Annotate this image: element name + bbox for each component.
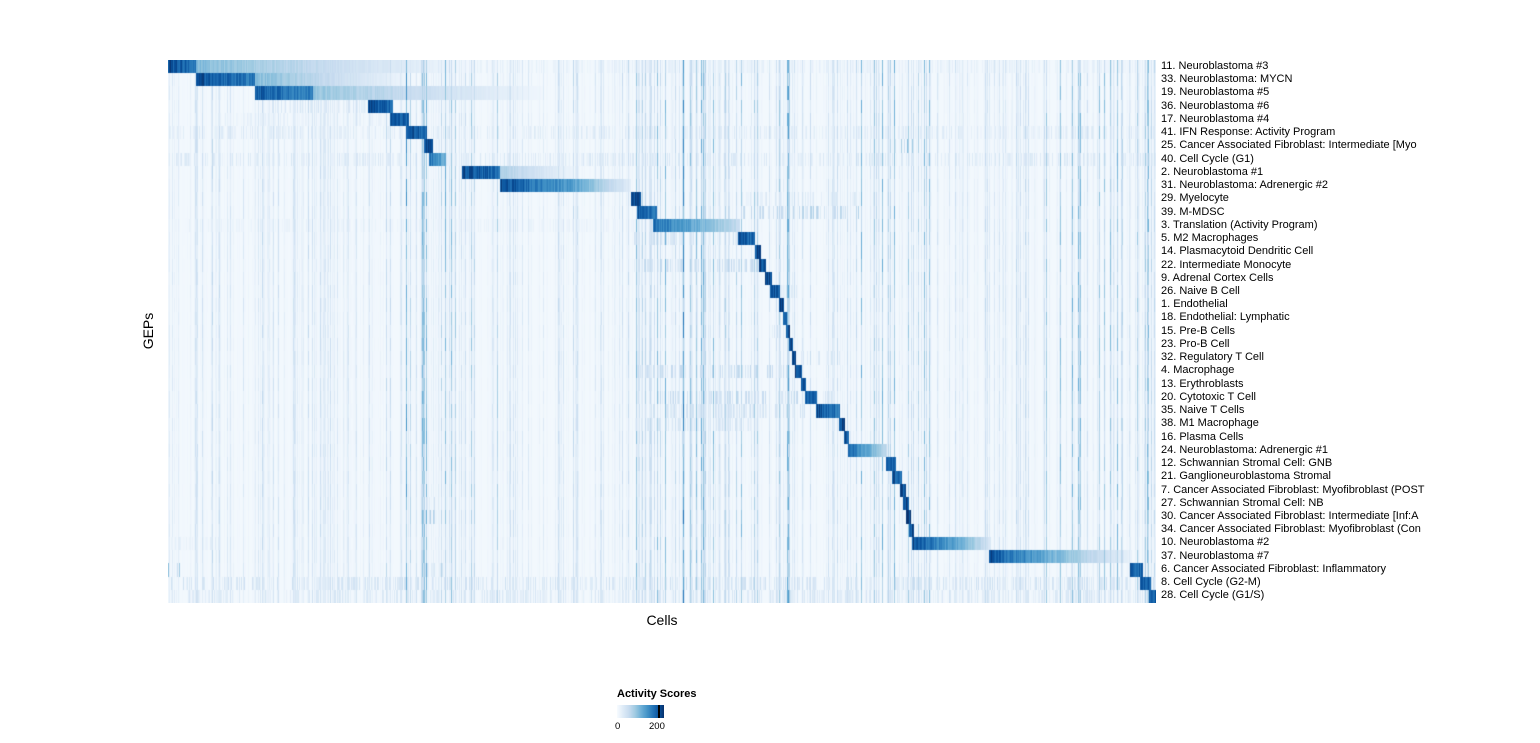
gep-row-label: 3. Translation (Activity Program) [1161,218,1318,231]
gep-row-label: 29. Myelocyte [1161,192,1229,205]
gep-row-label: 5. M2 Macrophages [1161,232,1259,245]
gep-row-label: 13. Erythroblasts [1161,377,1244,390]
gep-row-label: 37. Neuroblastoma #7 [1161,549,1270,562]
gep-row-label: 9. Adrenal Cortex Cells [1161,271,1274,284]
gep-row-label: 36. Neuroblastoma #6 [1161,99,1270,112]
gep-row-label: 24. Neuroblastoma: Adrenergic #1 [1161,443,1328,456]
gep-row-label: 8. Cell Cycle (G2-M) [1161,576,1261,589]
gep-row-label: 40. Cell Cycle (G1) [1161,152,1254,165]
gep-row-label: 12. Schwannian Stromal Cell: GNB [1161,457,1333,470]
gep-row-label: 38. M1 Macrophage [1161,417,1259,430]
legend-title: Activity Scores [617,688,697,700]
gep-row-label: 17. Neuroblastoma #4 [1161,112,1270,125]
heatmap-canvas [168,60,1156,603]
gep-row-label: 1. Endothelial [1161,298,1228,311]
gep-row-label: 35. Naive T Cells [1161,404,1245,417]
gep-row-label: 27. Schwannian Stromal Cell: NB [1161,496,1324,509]
gep-row-label: 34. Cancer Associated Fibroblast: Myofib… [1161,523,1421,536]
gep-row-label: 11. Neuroblastoma #3 [1161,60,1269,72]
y-axis-label: GEPs [140,312,156,350]
gep-row-label: 16. Plasma Cells [1161,430,1244,443]
gep-row-label: 6. Cancer Associated Fibroblast: Inflamm… [1161,562,1386,575]
gep-row-label: 28. Cell Cycle (G1/S) [1161,589,1265,602]
activity-scores-legend: Activity Scores 0 200 [615,688,757,733]
legend-gradient-bar [617,705,664,718]
legend-tick-label-0: 0 [615,721,621,732]
gep-row-label: 20. Cytotoxic T Cell [1161,390,1256,403]
gep-row-label: 19. Neuroblastoma #5 [1161,86,1270,99]
gep-row-label: 18. Endothelial: Lymphatic [1161,311,1290,324]
gep-row-label: 41. IFN Response: Activity Program [1161,126,1336,139]
gep-row-label: 22. Intermediate Monocyte [1161,258,1292,271]
gep-row-label: 26. Naive B Cell [1161,284,1240,297]
gep-row-label: 31. Neuroblastoma: Adrenergic #2 [1161,179,1328,192]
legend-tick-labels: 0 200 [615,721,677,733]
gep-row-label: 23. Pro-B Cell [1161,337,1230,350]
legend-tick-mark-200 [658,705,660,718]
gep-row-labels: 11. Neuroblastoma #3 33. Neuroblastoma: M… [1161,60,1425,603]
gep-row-label: 33. Neuroblastoma: MYCN [1161,73,1293,86]
gep-row-label: 32. Regulatory T Cell [1161,351,1264,364]
gep-row-label: 30. Cancer Associated Fibroblast: Interm… [1161,509,1419,522]
gep-row-label: 10. Neuroblastoma #2 [1161,536,1270,549]
gep-row-label: 7. Cancer Associated Fibroblast: Myofibr… [1161,483,1425,496]
gep-row-label: 4. Macrophage [1161,364,1235,377]
gep-row-label: 25. Cancer Associated Fibroblast: Interm… [1161,139,1417,152]
gep-row-label: 21. Ganglioneuroblastoma Stromal [1161,470,1331,483]
gep-row-label: 15. Pre-B Cells [1161,324,1235,337]
gep-row-label: 14. Plasmacytoid Dendritic Cell [1161,245,1314,258]
x-axis-label: Cells [646,612,678,628]
gep-row-label: 39. M-MDSC [1161,205,1225,218]
legend-tick-label-200: 200 [649,721,665,732]
gep-row-label: 2. Neuroblastoma #1 [1161,165,1264,178]
